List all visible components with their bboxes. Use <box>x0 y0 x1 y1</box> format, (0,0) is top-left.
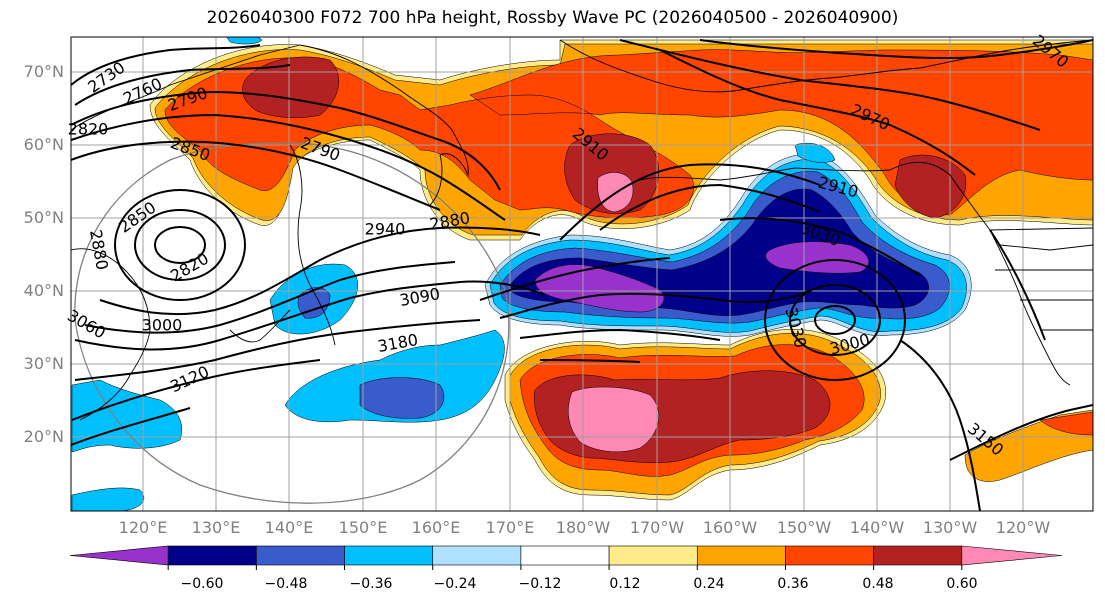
lon-label-120w: 120°W <box>995 518 1051 537</box>
anomaly-field <box>71 37 1093 511</box>
colorbar-swatch <box>873 545 963 566</box>
colorbar-swatch <box>69 545 169 566</box>
colorbar-swatch <box>344 545 434 566</box>
reference-circle <box>74 142 510 504</box>
colorbar-tick: 0.36 <box>777 576 809 592</box>
colorbar-swatch <box>167 545 257 566</box>
map-title: 2026040300 F072 700 hPa height, Rossby W… <box>206 8 899 28</box>
colorbar-tick: 0.24 <box>693 576 725 592</box>
lon-label-160e: 160°E <box>411 518 461 537</box>
lon-label-180w: 180°W <box>555 518 611 537</box>
lon-label-170e: 170°E <box>485 518 535 537</box>
colorbar-tick: −0.48 <box>264 576 308 592</box>
lon-label-130e: 130°E <box>191 518 241 537</box>
positive-anomaly-north-pacific <box>149 39 1093 241</box>
colorbar-swatch <box>432 545 522 566</box>
contour-label: 2940 <box>365 220 406 239</box>
colorbar-swatch <box>785 545 874 566</box>
positive-anomaly-subtropics <box>504 329 1093 501</box>
lat-label-60n: 60°N <box>23 135 64 154</box>
coastlines <box>71 39 1093 421</box>
negative-anomaly-west-pacific <box>71 37 836 511</box>
lon-label-150e: 150°E <box>338 518 388 537</box>
colorbar-swatch <box>520 545 610 566</box>
lon-label-140e: 140°E <box>264 518 314 537</box>
colorbar-tick: 0.12 <box>609 576 641 592</box>
lon-label-170w: 170°W <box>629 518 685 537</box>
colorbar-swatch <box>256 545 345 566</box>
colorbar-swatch <box>608 545 698 566</box>
lon-label-160w: 160°W <box>702 518 758 537</box>
lat-label-30n: 30°N <box>23 354 64 373</box>
map-frame <box>70 36 1094 512</box>
colorbar-tick: −0.24 <box>433 576 477 592</box>
lat-label-50n: 50°N <box>23 208 64 227</box>
colorbar-tick: −0.60 <box>180 576 224 592</box>
colorbar-swatch <box>961 545 1063 566</box>
colorbar-tick: 0.60 <box>946 576 978 592</box>
colorbar-tick: −0.36 <box>349 576 393 592</box>
colorbar-tick: 0.48 <box>862 576 894 592</box>
lon-label-150w: 150°W <box>776 518 832 537</box>
colorbar-swatch <box>696 545 786 566</box>
lat-label-70n: 70°N <box>23 62 64 81</box>
height-contours <box>71 39 1093 511</box>
lon-label-120e: 120°E <box>118 518 168 537</box>
lon-label-140w: 140°W <box>849 518 905 537</box>
lat-label-20n: 20°N <box>23 427 64 446</box>
colorbar-tick: −0.12 <box>518 576 562 592</box>
contour-label: 3000 <box>142 316 183 335</box>
lon-label-130w: 130°W <box>922 518 978 537</box>
colorbar <box>69 545 1063 570</box>
lat-label-40n: 40°N <box>23 281 64 300</box>
contour-label: 2820 <box>68 120 109 139</box>
